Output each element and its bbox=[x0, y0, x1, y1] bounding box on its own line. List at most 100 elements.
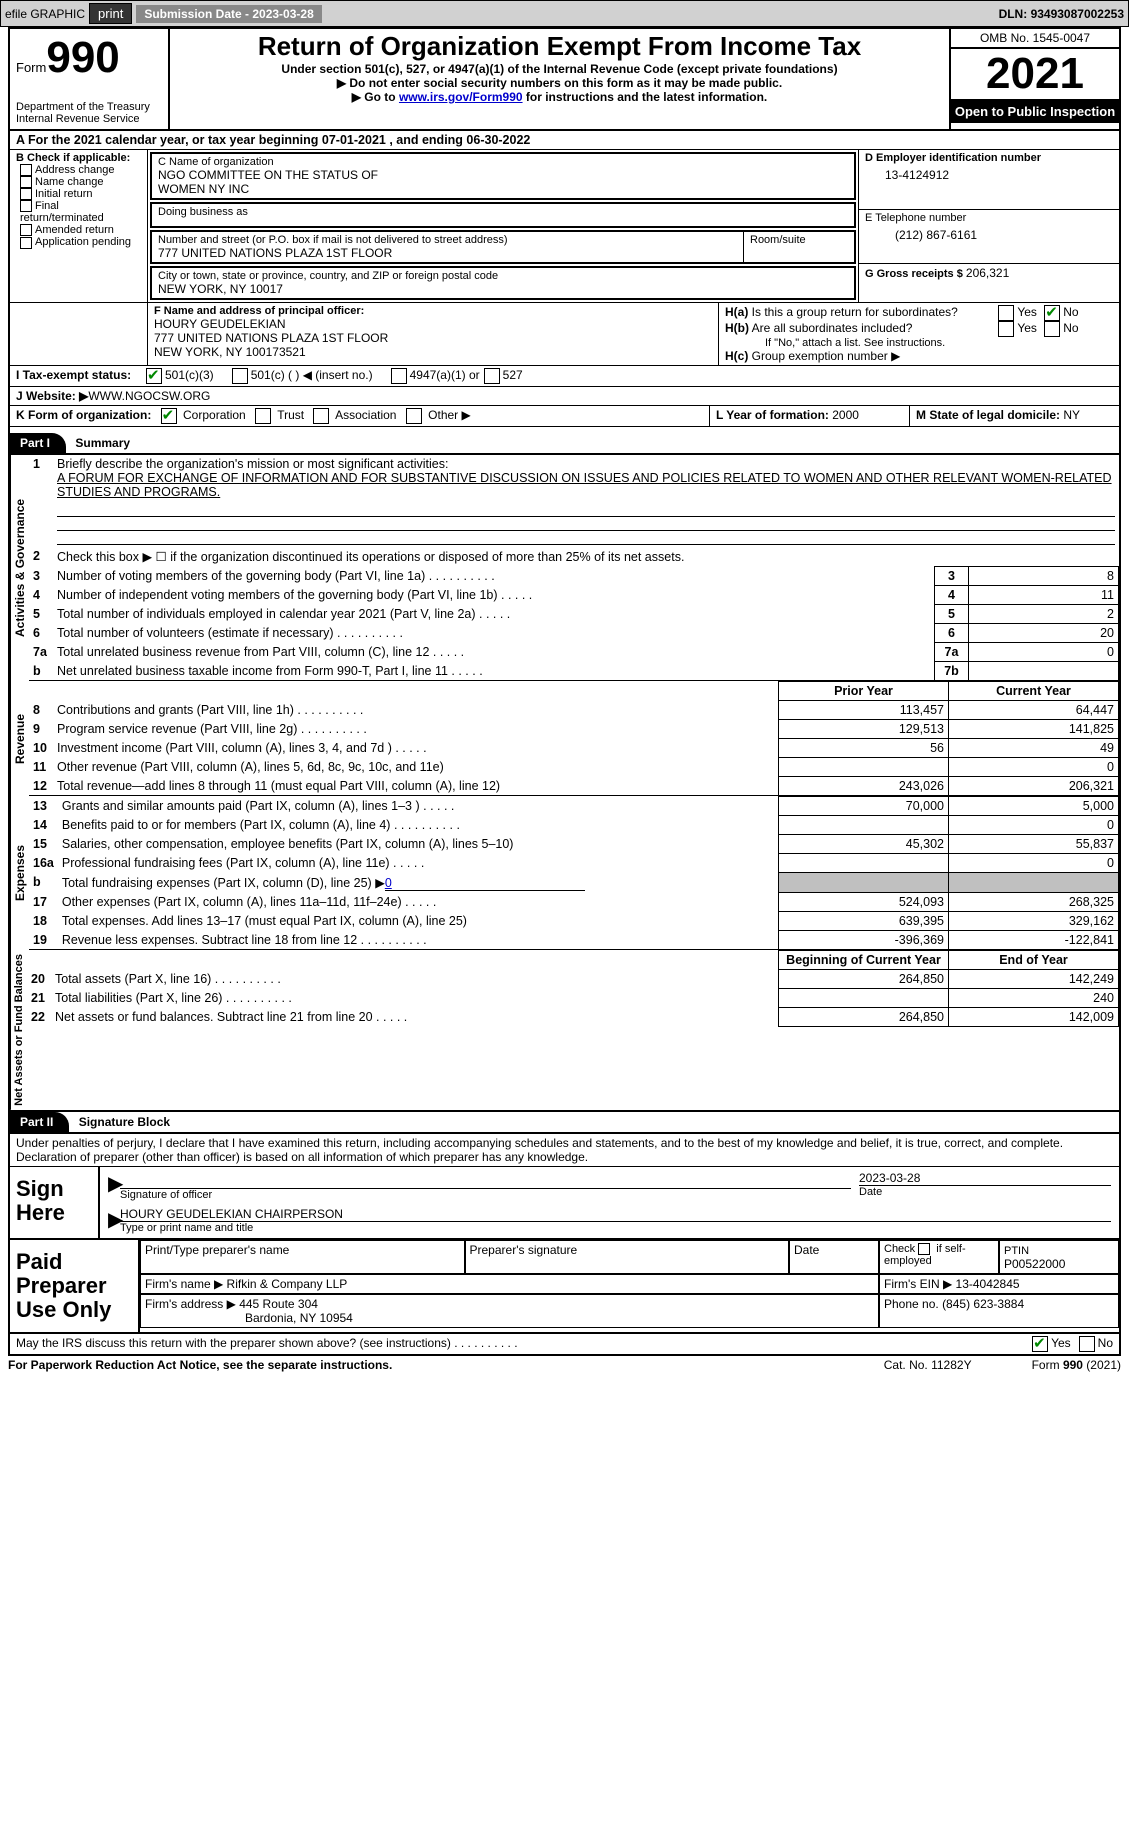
fundraising-exp-link[interactable]: 0 bbox=[385, 876, 585, 891]
officer-name: HOURY GEUDELEKIAN bbox=[154, 317, 712, 331]
line-a-taxyear: A For the 2021 calendar year, or tax yea… bbox=[10, 131, 1119, 150]
val-4: 11 bbox=[969, 586, 1119, 605]
e-label: E Telephone number bbox=[865, 212, 1113, 224]
officer-addr2: NEW YORK, NY 100173521 bbox=[154, 345, 712, 359]
exp18-curr: 329,162 bbox=[949, 912, 1119, 931]
treasury-dept: Department of the Treasury bbox=[16, 101, 162, 113]
cb-ha-yes[interactable] bbox=[998, 305, 1014, 321]
val-5: 2 bbox=[969, 605, 1119, 624]
preparer-date-hdr: Date bbox=[789, 1240, 879, 1274]
subtitle-1: Under section 501(c), 527, or 4947(a)(1)… bbox=[176, 62, 943, 76]
signature-declaration: Under penalties of perjury, I declare th… bbox=[10, 1134, 1119, 1167]
sign-here-block: Sign Here ▶ Signature of officer 2023-03… bbox=[10, 1167, 1119, 1240]
room-label: Room/suite bbox=[750, 234, 848, 246]
net21-eoy: 240 bbox=[949, 989, 1119, 1008]
exp13-prior: 70,000 bbox=[779, 797, 949, 816]
cb-address-change[interactable] bbox=[20, 164, 32, 176]
firm-phone-cell: Phone no. (845) 623-3884 bbox=[879, 1294, 1119, 1328]
ein-value: 13-4124912 bbox=[865, 164, 1113, 182]
cb-final-return[interactable] bbox=[20, 200, 32, 212]
exp18-prior: 639,395 bbox=[779, 912, 949, 931]
website-value: WWW.NGOCSW.ORG bbox=[88, 389, 210, 403]
cb-501c[interactable] bbox=[232, 368, 248, 384]
vlabel-activities: Activities & Governance bbox=[10, 455, 29, 681]
net20-eoy: 142,249 bbox=[949, 970, 1119, 989]
dln: DLN: 93493087002253 bbox=[999, 7, 1124, 21]
firm-name-cell: Firm's name ▶ Rifkin & Company LLP bbox=[140, 1274, 879, 1294]
rev9-prior: 129,513 bbox=[779, 720, 949, 739]
section-c: C Name of organization NGO COMMITTEE ON … bbox=[148, 150, 859, 302]
net21-boy bbox=[779, 989, 949, 1008]
cb-hb-yes[interactable] bbox=[998, 321, 1014, 337]
exp15-curr: 55,837 bbox=[949, 835, 1119, 854]
cb-corp[interactable] bbox=[161, 408, 177, 424]
preparer-name-hdr: Print/Type preparer's name bbox=[140, 1240, 465, 1274]
cb-527[interactable] bbox=[484, 368, 500, 384]
vlabel-netassets: Net Assets or Fund Balances bbox=[10, 950, 27, 1110]
exp15-prior: 45,302 bbox=[779, 835, 949, 854]
hb-row: H(b) Are all subordinates included? Yes … bbox=[725, 321, 1113, 337]
sign-arrow-icon: ▶ bbox=[108, 1171, 120, 1201]
preparer-selfemp: Check if self-employed bbox=[879, 1240, 999, 1274]
val-7b bbox=[969, 662, 1119, 681]
officer-addr1: 777 UNITED NATIONS PLAZA 1ST FLOOR bbox=[154, 331, 712, 345]
dba-label: Doing business as bbox=[158, 206, 848, 218]
c-label: C Name of organization bbox=[158, 156, 848, 168]
cb-ha-no[interactable] bbox=[1044, 305, 1060, 321]
cat-no: Cat. No. 11282Y bbox=[884, 1358, 972, 1372]
g-label: G Gross receipts $ bbox=[865, 268, 966, 280]
val-3: 8 bbox=[969, 567, 1119, 586]
page-footer: For Paperwork Reduction Act Notice, see … bbox=[0, 1356, 1129, 1374]
rev12-prior: 243,026 bbox=[779, 777, 949, 796]
section-fh: F Name and address of principal officer:… bbox=[10, 303, 1119, 366]
efile-label: efile GRAPHIC bbox=[5, 7, 85, 21]
part2-header: Part II Signature Block bbox=[10, 1112, 1119, 1134]
val-7a: 0 bbox=[969, 643, 1119, 662]
typed-name: HOURY GEUDELEKIAN CHAIRPERSON bbox=[120, 1207, 1111, 1222]
summary-expenses: Expenses 13Grants and similar amounts pa… bbox=[10, 796, 1119, 950]
rev10-curr: 49 bbox=[949, 739, 1119, 758]
rev12-curr: 206,321 bbox=[949, 777, 1119, 796]
irs-form990-link[interactable]: www.irs.gov/Form990 bbox=[399, 90, 523, 104]
efile-toolbar: efile GRAPHIC print Submission Date - 20… bbox=[0, 0, 1129, 27]
sig-officer-label: Signature of officer bbox=[120, 1189, 851, 1201]
hc-row: H(c) Group exemption number ▶ bbox=[725, 349, 1113, 363]
exp16a-curr: 0 bbox=[949, 854, 1119, 873]
pra-notice: For Paperwork Reduction Act Notice, see … bbox=[8, 1358, 392, 1372]
cb-assoc[interactable] bbox=[313, 408, 329, 424]
city-value: NEW YORK, NY 10017 bbox=[158, 282, 848, 296]
cb-501c3[interactable] bbox=[146, 368, 162, 384]
hb-note: If "No," attach a list. See instructions… bbox=[725, 337, 1113, 349]
cb-initial-return[interactable] bbox=[20, 188, 32, 200]
exp13-curr: 5,000 bbox=[949, 797, 1119, 816]
cb-trust[interactable] bbox=[255, 408, 271, 424]
firm-ein-cell: Firm's EIN ▶ 13-4042845 bbox=[879, 1274, 1119, 1294]
b-label: B Check if applicable: bbox=[16, 152, 141, 164]
irs-label: Internal Revenue Service bbox=[16, 113, 162, 125]
summary-activities: Activities & Governance 1 Briefly descri… bbox=[10, 455, 1119, 681]
exp16a-prior bbox=[779, 854, 949, 873]
net20-boy: 264,850 bbox=[779, 970, 949, 989]
rev11-prior bbox=[779, 758, 949, 777]
cb-self-employed[interactable] bbox=[918, 1243, 930, 1255]
summary-netassets: Net Assets or Fund Balances Beginning of… bbox=[10, 950, 1119, 1112]
rev10-prior: 56 bbox=[779, 739, 949, 758]
section-bcdeg: B Check if applicable: Address change Na… bbox=[10, 150, 1119, 303]
cb-4947[interactable] bbox=[391, 368, 407, 384]
cb-other[interactable] bbox=[406, 408, 422, 424]
cb-app-pending[interactable] bbox=[20, 237, 32, 249]
exp17-curr: 268,325 bbox=[949, 893, 1119, 912]
print-button[interactable]: print bbox=[89, 3, 132, 24]
org-name-2: WOMEN NY INC bbox=[158, 182, 848, 196]
firm-addr-cell: Firm's address ▶ 445 Route 304 Bardonia,… bbox=[140, 1294, 879, 1328]
line-j: J Website: ▶ WWW.NGOCSW.ORG bbox=[10, 387, 1119, 406]
vlabel-revenue: Revenue bbox=[10, 681, 29, 796]
cb-hb-no[interactable] bbox=[1044, 321, 1060, 337]
ha-row: H(a) Is this a group return for subordin… bbox=[725, 305, 1113, 321]
cb-name-change[interactable] bbox=[20, 176, 32, 188]
cb-amended[interactable] bbox=[20, 224, 32, 236]
form-header: Form990 Department of the Treasury Inter… bbox=[10, 29, 1119, 131]
omb-number: OMB No. 1545-0047 bbox=[951, 29, 1119, 48]
cb-discuss-no[interactable] bbox=[1079, 1336, 1095, 1352]
cb-discuss-yes[interactable] bbox=[1032, 1336, 1048, 1352]
